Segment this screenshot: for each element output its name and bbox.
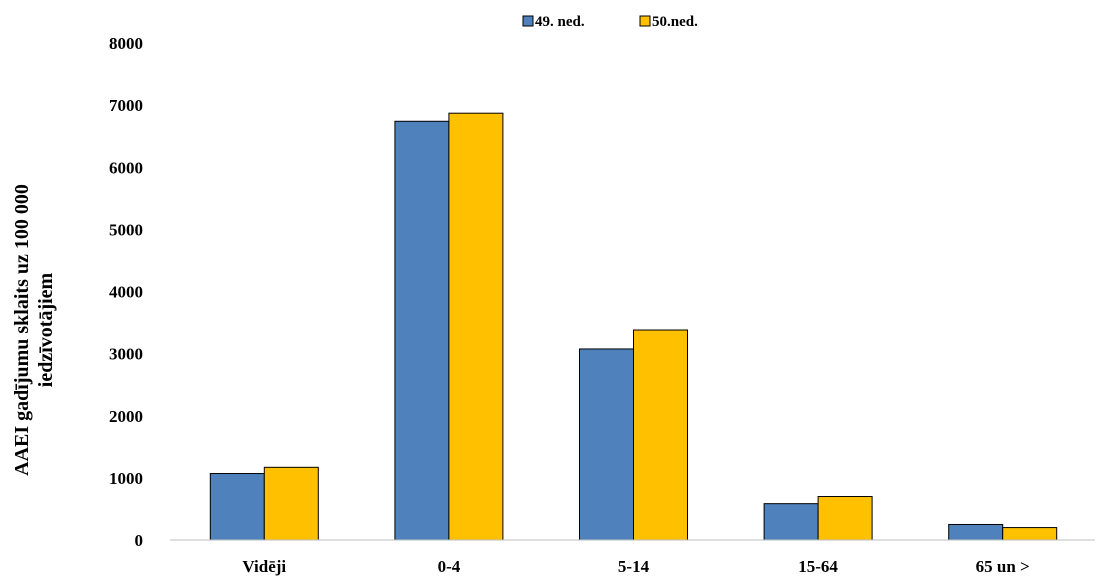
legend: 49. ned. 50.ned. <box>522 14 698 30</box>
legend-label: 49. ned. <box>535 14 585 30</box>
y-tick-label: 5000 <box>109 220 143 239</box>
y-tick-label: 6000 <box>109 158 143 177</box>
y-axis-label-line-2: iedzīvotājiem <box>35 272 57 387</box>
y-axis-ticks: 0 1000 2000 3000 4000 5000 6000 7000 8000 <box>109 34 143 550</box>
x-category-label: 5-14 <box>618 557 650 576</box>
y-axis-label: AAEI gadījumu sklaits uz 100 000 iedzīvo… <box>11 184 57 476</box>
y-tick-label: 8000 <box>109 34 143 53</box>
bar-series2-4 <box>1002 527 1058 541</box>
bar-series1-4 <box>948 523 1004 541</box>
bar-series1-3 <box>763 503 819 541</box>
legend-label: 50.ned. <box>652 14 698 30</box>
legend-swatch <box>639 15 651 27</box>
bar-series2-1 <box>448 112 504 541</box>
bar-series1-2 <box>579 348 634 541</box>
bar-series1-0 <box>209 473 265 541</box>
bar-series1-1 <box>394 120 450 541</box>
bar-series2-3 <box>817 496 873 541</box>
bar-series2-2 <box>633 329 688 541</box>
x-axis-ticks: Vidēji 0-4 5-14 15-64 65 un > <box>242 557 1029 576</box>
y-tick-label: 7000 <box>109 96 143 115</box>
y-tick-label: 4000 <box>109 283 143 302</box>
legend-swatch <box>522 15 534 27</box>
y-axis-label-line-1: AAEI gadījumu sklaits uz 100 000 <box>11 184 33 476</box>
x-category-label: 65 un > <box>976 557 1030 576</box>
y-tick-label: 2000 <box>109 407 143 426</box>
bars <box>209 112 1058 541</box>
x-category-label: 15-64 <box>798 557 838 576</box>
y-tick-label: 3000 <box>109 345 143 364</box>
y-tick-label: 1000 <box>109 469 143 488</box>
x-category-label: Vidēji <box>242 557 286 576</box>
x-category-label: 0-4 <box>438 557 461 576</box>
bar-series2-0 <box>263 466 319 541</box>
y-tick-label: 0 <box>135 531 144 550</box>
